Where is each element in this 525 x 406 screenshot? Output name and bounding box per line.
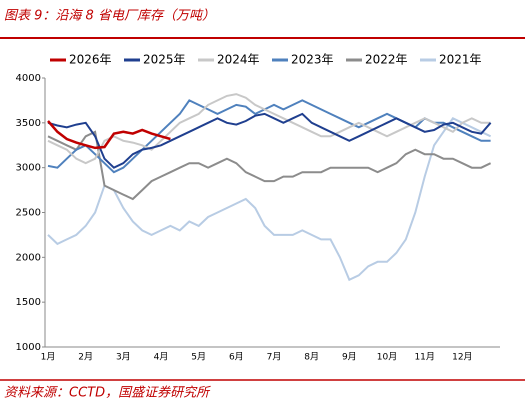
x-tick-label: 11月 [414,352,434,363]
series-line [47,120,171,150]
x-tick-label: 1月 [41,352,56,363]
x-tick-label: 3月 [116,352,131,363]
source: 资料来源：CCTD，国盛证券研究所 [4,385,211,401]
legend-label: 2024年 [217,53,260,67]
x-tick-label: 10月 [377,352,397,363]
x-tick-label: 7月 [267,352,282,363]
series-line [47,93,491,165]
y-tick-label: 1500 [16,297,41,308]
x-tick-label: 12月 [452,352,472,363]
legend-label: 2022年 [365,53,408,67]
x-tick-label: 8月 [304,352,319,363]
series-line [47,112,492,169]
y-tick-label: 1000 [16,342,41,353]
legend-label: 2025年 [143,53,186,67]
series-line [47,117,492,282]
x-tick-label: 9月 [342,352,357,363]
y-tick-label: 3000 [16,163,41,174]
x-tick-label: 2月 [78,352,93,363]
x-tick-label: 6月 [229,352,244,363]
y-tick-label: 2500 [16,208,41,219]
legend-label: 2023年 [291,53,334,67]
chart-title: 图表 9：沿海 8 省电厂库存（万吨） [4,8,215,24]
y-tick-label: 3500 [16,118,41,129]
series-line [47,99,491,174]
x-tick-label: 5月 [191,352,206,363]
series-line [47,130,492,201]
x-tick-label: 4月 [154,352,169,363]
legend-label: 2021年 [439,53,482,67]
y-tick-label: 4000 [16,73,41,84]
y-tick-label: 2000 [16,252,41,263]
legend-label: 2026年 [69,53,112,67]
